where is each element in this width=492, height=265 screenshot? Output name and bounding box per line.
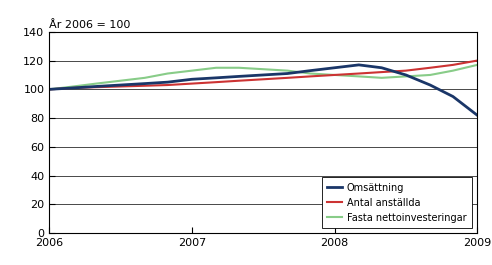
Fasta nettoinvesteringar [427, 73, 433, 77]
Legend: Omsättning, Antal anställda, Fasta nettoinvesteringar: Omsättning, Antal anställda, Fasta netto… [322, 177, 472, 228]
Omsättning [189, 78, 195, 81]
Fasta nettoinvesteringar [189, 69, 195, 72]
Fasta nettoinvesteringar [379, 76, 385, 80]
Fasta nettoinvesteringar [450, 69, 456, 72]
Fasta nettoinvesteringar [70, 85, 76, 88]
Line: Antal anställda: Antal anställda [49, 61, 477, 89]
Fasta nettoinvesteringar [260, 68, 266, 71]
Fasta nettoinvesteringar [403, 75, 409, 78]
Antal anställda [308, 75, 313, 78]
Antal anställda [189, 82, 195, 85]
Antal anställda [142, 84, 148, 87]
Omsättning [236, 75, 242, 78]
Omsättning [118, 83, 123, 87]
Omsättning [427, 83, 433, 87]
Line: Fasta nettoinvesteringar: Fasta nettoinvesteringar [49, 65, 477, 89]
Antal anställda [236, 79, 242, 82]
Fasta nettoinvesteringar [284, 69, 290, 72]
Fasta nettoinvesteringar [356, 75, 362, 78]
Antal anställda [93, 86, 99, 89]
Omsättning [213, 76, 219, 80]
Antal anställda [332, 73, 338, 77]
Omsättning [474, 114, 480, 117]
Antal anställda [356, 72, 362, 75]
Antal anställda [213, 81, 219, 84]
Antal anställda [427, 66, 433, 69]
Fasta nettoinvesteringar [332, 73, 338, 77]
Omsättning [308, 69, 313, 72]
Fasta nettoinvesteringar [474, 63, 480, 67]
Omsättning [260, 73, 266, 77]
Fasta nettoinvesteringar [213, 66, 219, 69]
Antal anställda [70, 86, 76, 90]
Omsättning [142, 82, 148, 85]
Omsättning [356, 63, 362, 67]
Omsättning [284, 72, 290, 75]
Omsättning [379, 66, 385, 69]
Fasta nettoinvesteringar [93, 82, 99, 85]
Antal anställda [379, 70, 385, 74]
Omsättning [165, 81, 171, 84]
Antal anställda [46, 88, 52, 91]
Antal anställda [260, 78, 266, 81]
Fasta nettoinvesteringar [118, 79, 123, 82]
Antal anställda [118, 85, 123, 88]
Antal anställda [450, 63, 456, 67]
Omsättning [450, 95, 456, 98]
Omsättning [93, 85, 99, 88]
Fasta nettoinvesteringar [142, 76, 148, 80]
Fasta nettoinvesteringar [165, 72, 171, 75]
Omsättning [70, 86, 76, 90]
Fasta nettoinvesteringar [46, 88, 52, 91]
Line: Omsättning: Omsättning [49, 65, 477, 115]
Omsättning [332, 66, 338, 69]
Antal anställda [165, 83, 171, 87]
Omsättning [403, 73, 409, 77]
Antal anställda [284, 76, 290, 80]
Fasta nettoinvesteringar [308, 72, 313, 75]
Antal anställda [474, 59, 480, 62]
Text: År 2006 = 100: År 2006 = 100 [49, 20, 130, 30]
Omsättning [46, 88, 52, 91]
Fasta nettoinvesteringar [236, 66, 242, 69]
Antal anställda [403, 69, 409, 72]
